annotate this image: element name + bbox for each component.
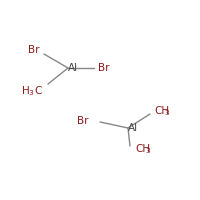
Text: Al: Al (128, 123, 138, 133)
Text: H: H (22, 86, 30, 96)
Text: CH: CH (154, 106, 169, 116)
Text: Br: Br (76, 116, 88, 126)
Text: Br: Br (98, 63, 110, 73)
Text: Al: Al (68, 63, 78, 73)
Text: CH: CH (135, 144, 150, 154)
Text: 3: 3 (164, 110, 169, 116)
Text: Br: Br (28, 45, 40, 55)
Text: 3: 3 (145, 148, 150, 154)
Text: 3: 3 (28, 90, 33, 96)
Text: C: C (34, 86, 41, 96)
